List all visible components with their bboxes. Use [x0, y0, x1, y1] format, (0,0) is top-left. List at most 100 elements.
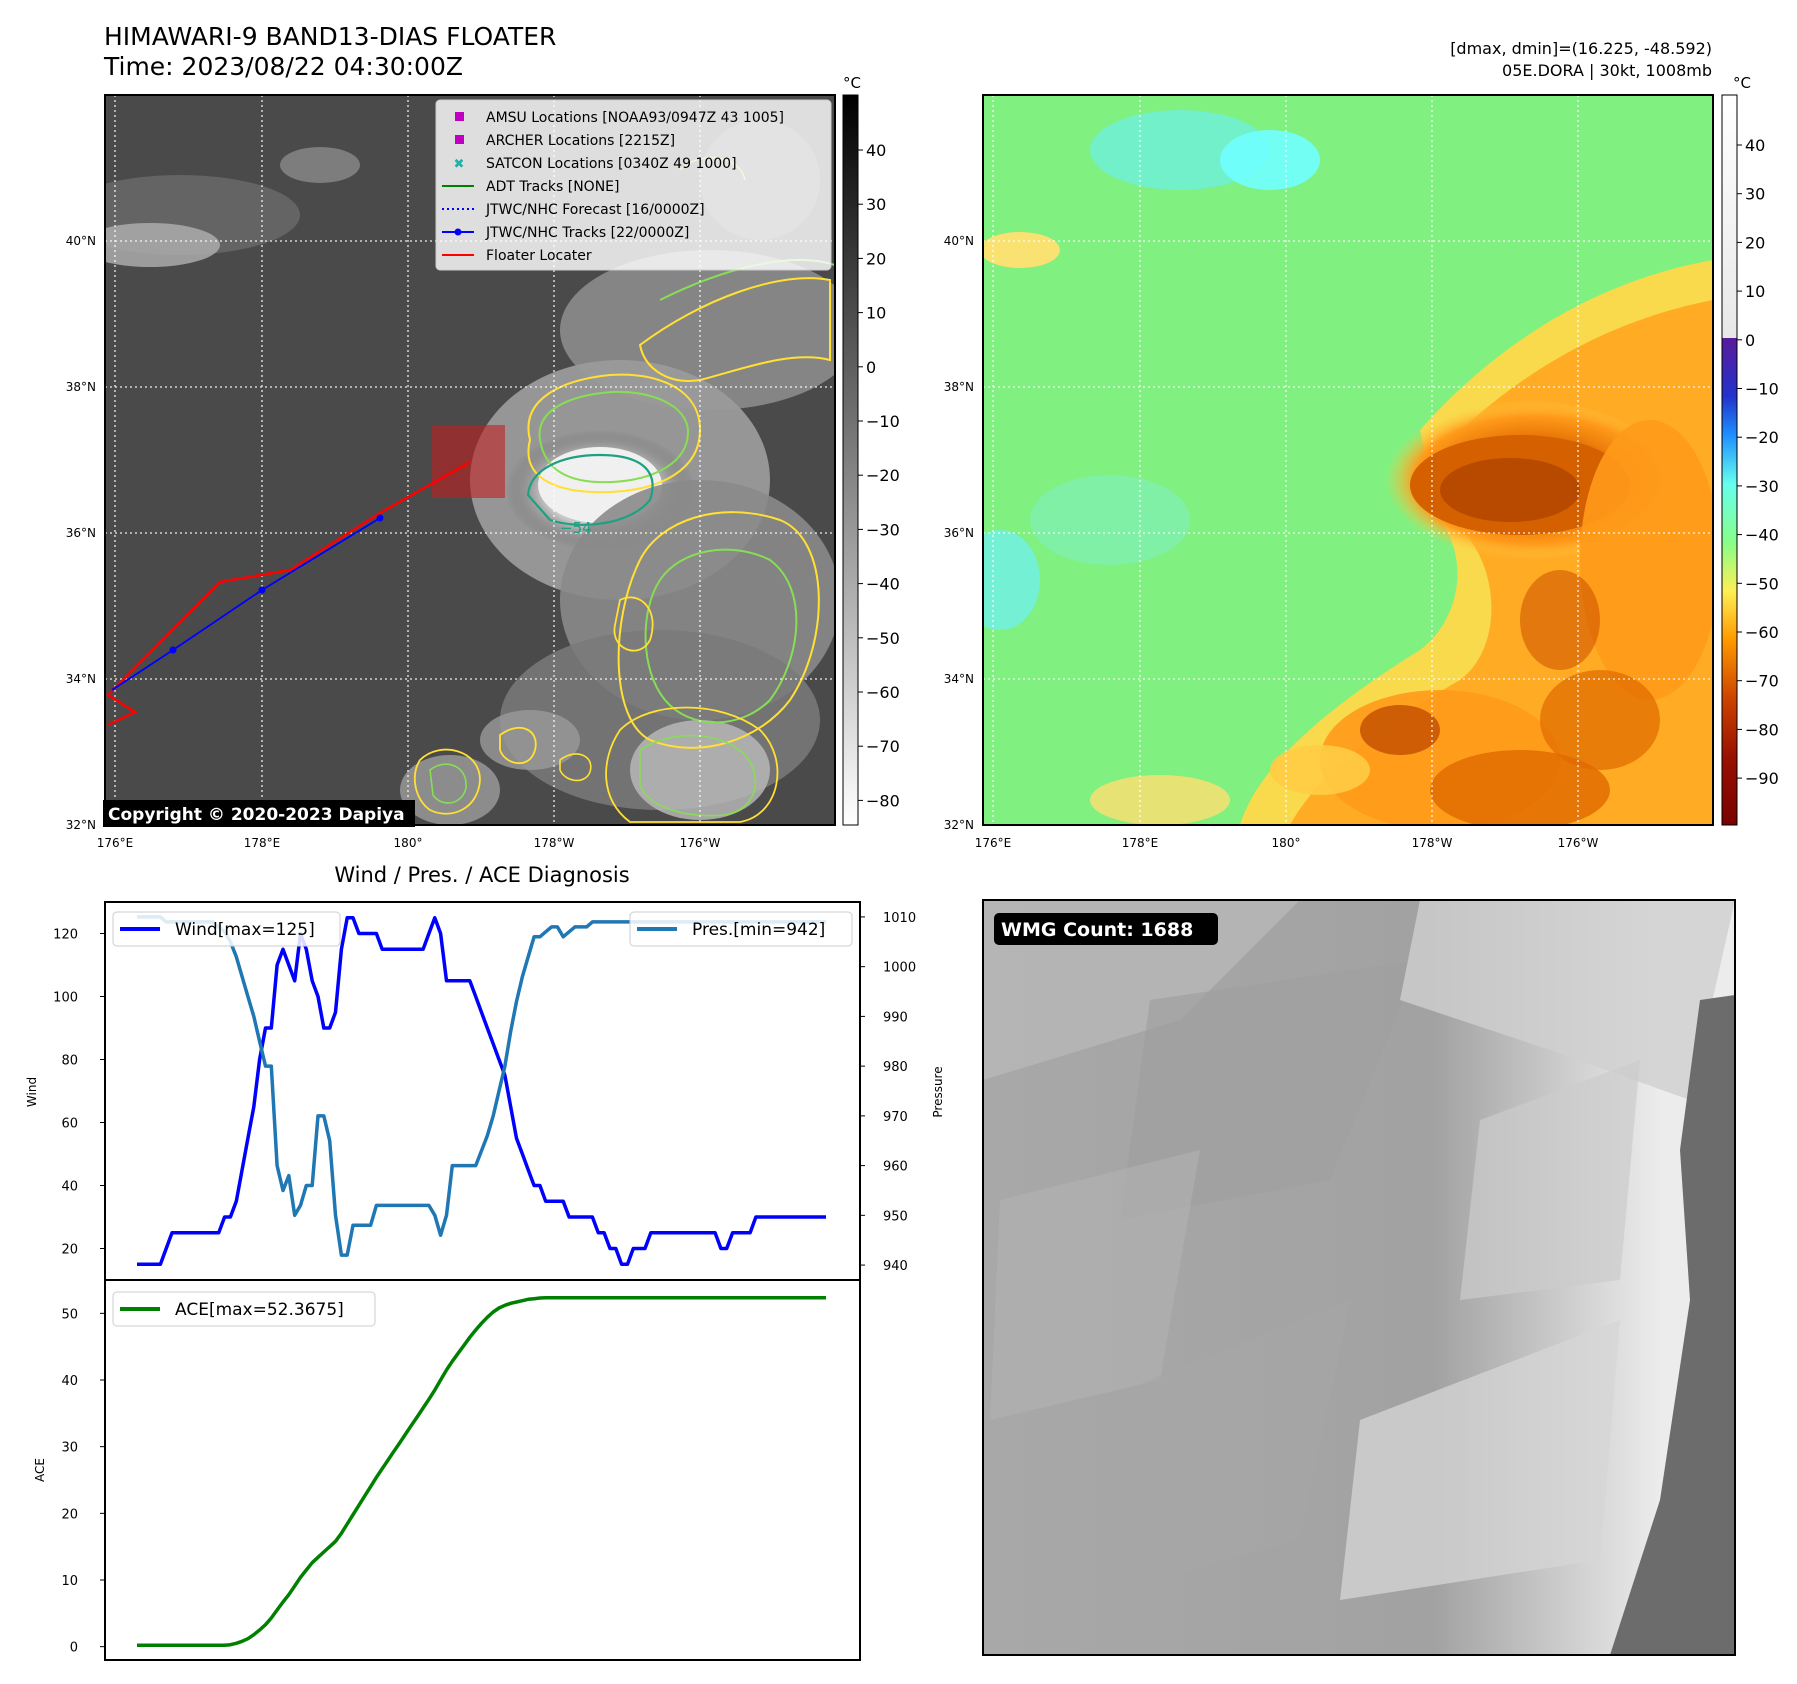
wind-legend: Wind[max=125] — [112, 911, 341, 947]
lon-label: 178°E — [1122, 836, 1159, 850]
wmg-count-label: WMG Count: 1688 — [1001, 919, 1193, 941]
pressure-legend-label: Pres.[min=942] — [692, 920, 825, 940]
lat-label: 36°N — [944, 526, 974, 540]
copyright-text: Copyright © 2020-2023 Dapiya — [108, 805, 405, 825]
ace-axis-label: 10 — [61, 1574, 78, 1589]
pressure-axis-label: 960 — [883, 1160, 908, 1175]
gray-colorbar-unit: °C — [843, 74, 861, 92]
color-colorbar-label: −60 — [1745, 623, 1779, 642]
floater-locater-track — [106, 460, 471, 727]
lon-label: 176°E — [975, 836, 1012, 850]
map-legend: AMSU Locations [NOAA93/0947Z 43 1005] ARC… — [435, 99, 832, 271]
ace-axis-label: 50 — [61, 1307, 78, 1322]
jtwc-track — [111, 517, 381, 691]
color-map-frame — [982, 94, 1714, 826]
color-colorbar-label: −20 — [1745, 428, 1779, 447]
wind-axis-label: 60 — [61, 1117, 78, 1132]
wmg-frame — [982, 899, 1736, 1656]
gray-colorbar-label: 20 — [866, 249, 886, 268]
pressure-axis-label: 950 — [883, 1209, 908, 1224]
color-colorbar-label: −70 — [1745, 672, 1779, 691]
lon-label: 176°W — [680, 836, 721, 850]
wind-series-line — [137, 916, 826, 1267]
pressure-ylabel: Pressure — [931, 1066, 945, 1117]
gray-colorbar-label: 10 — [866, 304, 886, 323]
color-colorbar-label: −50 — [1745, 574, 1779, 593]
ace-plot-frame — [104, 1279, 861, 1661]
lon-label: 180° — [1272, 836, 1301, 850]
color-colorbar-label: 40 — [1745, 136, 1765, 155]
ace-legend-label: ACE[max=52.3675] — [175, 1300, 344, 1320]
pressure-axis-label: 990 — [883, 1010, 908, 1025]
gray-colorbar-label: 0 — [866, 358, 876, 377]
figure-time: Time: 2023/08/22 04:30:00Z — [103, 52, 463, 81]
legend-label: AMSU Locations [NOAA93/0947Z 43 1005] — [486, 110, 784, 126]
legend-x-marker: ✖ — [454, 157, 465, 172]
lat-label: 38°N — [944, 380, 974, 394]
legend-label: SATCON Locations [0340Z 49 1000] — [486, 156, 737, 172]
lon-label: 176°W — [1558, 836, 1599, 850]
wmg-panel: WMG Count: 1688 — [982, 899, 1736, 1656]
color-colorbar-label: −40 — [1745, 526, 1779, 545]
color-colorbar-label: 20 — [1745, 233, 1765, 252]
lat-label: 32°N — [66, 818, 96, 832]
ace-axis-label: 20 — [61, 1507, 78, 1522]
color-colorbar-label: −30 — [1745, 477, 1779, 496]
gray-colorbar-label: 30 — [866, 195, 886, 214]
ace-axis-label: 0 — [70, 1641, 78, 1656]
figure-title: HIMAWARI-9 BAND13-DIAS FLOATER — [104, 22, 556, 51]
gray-colorbar-label: −20 — [866, 466, 900, 485]
lat-label: 36°N — [66, 526, 96, 540]
pressure-axis-label: 1000 — [883, 961, 916, 976]
color-field — [983, 110, 1713, 825]
wind-axis-label: 100 — [53, 991, 78, 1006]
lat-label: 34°N — [944, 672, 974, 686]
diagnosis-title: Wind / Pres. / ACE Diagnosis — [334, 863, 629, 887]
ace-series-line — [137, 1295, 826, 1648]
lon-label: 178°W — [534, 836, 575, 850]
legend-label: JTWC/NHC Forecast [16/0000Z] — [485, 202, 705, 218]
color-colorbar-label: 30 — [1745, 185, 1765, 204]
gray-colorbar-label: −80 — [866, 791, 900, 810]
color-colorbar-label: 10 — [1745, 282, 1765, 301]
gray-colorbar-label: −40 — [866, 575, 900, 594]
gray-colorbar-label: −60 — [866, 683, 900, 702]
wind-ylabel: Wind — [25, 1077, 39, 1107]
legend-square-marker — [455, 135, 464, 144]
lat-label: 34°N — [66, 672, 96, 686]
gray-colorbar-label: −10 — [866, 412, 900, 431]
wind-pressure-plot: 20 40 60 80 100 120 940 950 960 970 980 990 1000 101… — [25, 901, 945, 1281]
wind-axis-label: 40 — [61, 1180, 78, 1195]
legend-label: ADT Tracks [NONE] — [486, 179, 619, 195]
lat-label: 38°N — [66, 380, 96, 394]
color-map-gridlines — [983, 95, 1713, 825]
pressure-axis-label: 970 — [883, 1110, 908, 1125]
ace-axis-label: 40 — [61, 1374, 78, 1389]
wind-axis-label: 120 — [53, 928, 78, 943]
color-colorbar-unit: °C — [1733, 74, 1751, 92]
legend-dot-marker — [454, 228, 462, 236]
wmg-label-box — [994, 913, 1218, 945]
lon-label: 180° — [394, 836, 423, 850]
gray-colorbar-label: −50 — [866, 629, 900, 648]
color-colorbar-label: 0 — [1745, 331, 1755, 350]
ir-map-panel: −54 AMSU Locations [NOAA93/0947Z 43 1005… — [66, 94, 836, 850]
wmg-field — [983, 900, 1735, 1655]
lon-label: 176°E — [97, 836, 134, 850]
color-colorbar: °C 40 30 20 10 0 −10 −20 −30 −40 −50 −60 −70 −80 −90 — [1721, 74, 1779, 826]
lon-label: 178°E — [244, 836, 281, 850]
pressure-axis-label: 1010 — [883, 911, 916, 926]
wind-axis-label: 80 — [61, 1054, 78, 1069]
jtwc-track-point — [376, 514, 384, 522]
legend-square-marker — [455, 112, 464, 121]
lat-label: 32°N — [944, 818, 974, 832]
ace-plot: 0 10 20 30 40 50 ACE ACE[max=52.3675] — [33, 1279, 861, 1661]
lat-label: 40°N — [66, 234, 96, 248]
lat-label: 40°N — [944, 234, 974, 248]
pressure-axis-label: 940 — [883, 1259, 908, 1274]
jtwc-track-point — [169, 646, 177, 654]
dmax-dmin-label: [dmax, dmin]=(16.225, -48.592) — [1450, 39, 1712, 58]
wind-axis-label: 20 — [61, 1243, 78, 1258]
ace-legend: ACE[max=52.3675] — [112, 1291, 376, 1327]
